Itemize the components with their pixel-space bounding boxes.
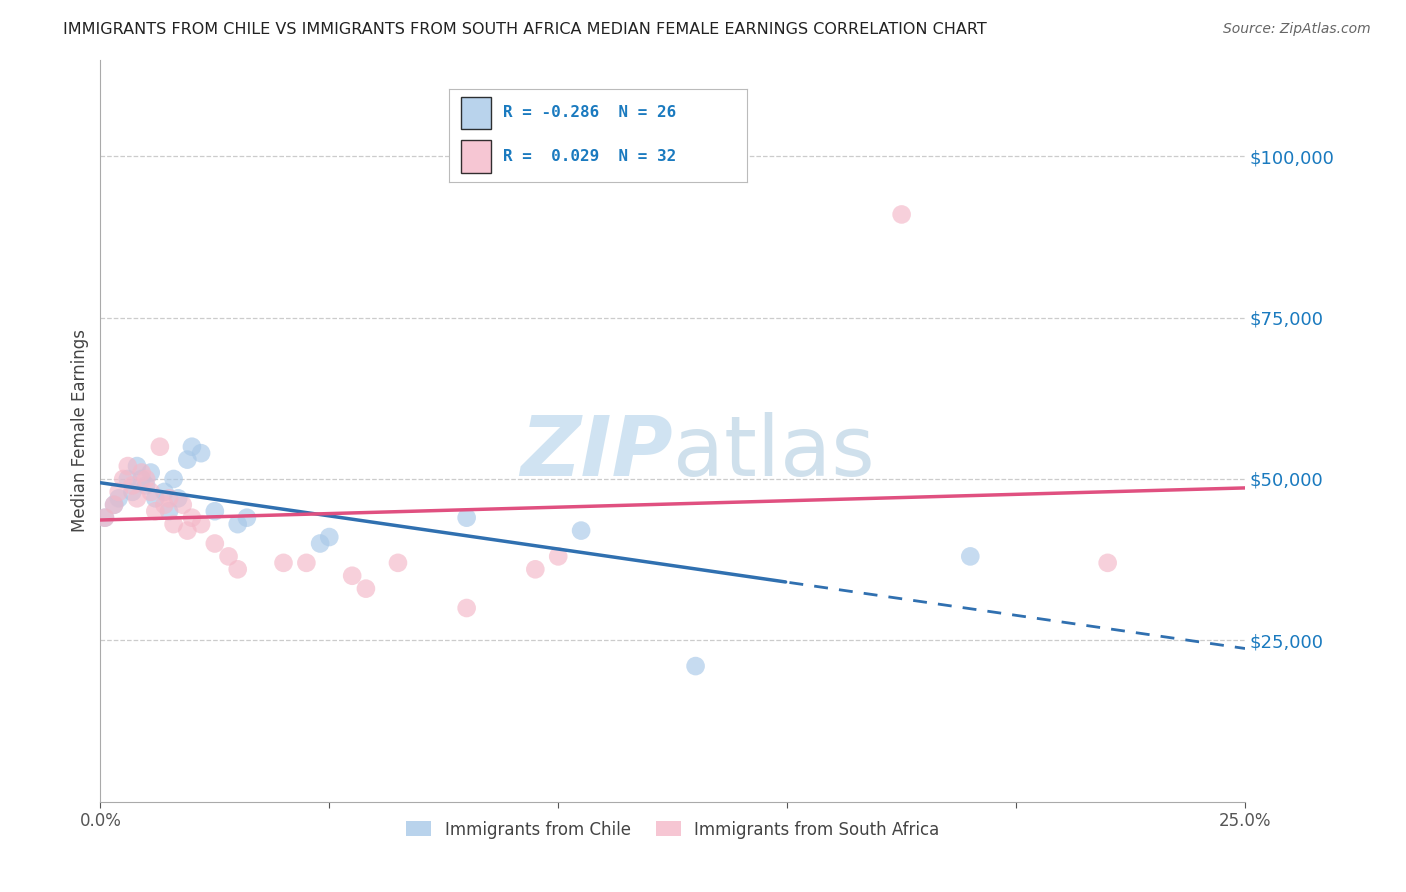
Point bbox=[139, 484, 162, 499]
Point bbox=[226, 562, 249, 576]
Point bbox=[1097, 556, 1119, 570]
Y-axis label: Median Female Earnings: Median Female Earnings bbox=[72, 329, 89, 533]
Point bbox=[176, 524, 198, 538]
Point bbox=[153, 498, 176, 512]
Point bbox=[117, 459, 139, 474]
Point bbox=[162, 517, 184, 532]
Point bbox=[456, 510, 478, 524]
Point bbox=[273, 556, 295, 570]
Point bbox=[354, 582, 377, 596]
Point bbox=[143, 491, 166, 506]
Point bbox=[121, 484, 143, 499]
Point bbox=[176, 452, 198, 467]
Text: Source: ZipAtlas.com: Source: ZipAtlas.com bbox=[1223, 22, 1371, 37]
Point bbox=[125, 459, 148, 474]
Point bbox=[685, 659, 707, 673]
Point bbox=[204, 536, 226, 550]
Point bbox=[226, 517, 249, 532]
Point bbox=[94, 510, 117, 524]
Point bbox=[181, 440, 204, 454]
Text: atlas: atlas bbox=[672, 412, 875, 493]
Point bbox=[204, 504, 226, 518]
Point bbox=[190, 517, 212, 532]
Point bbox=[340, 568, 363, 582]
Text: IMMIGRANTS FROM CHILE VS IMMIGRANTS FROM SOUTH AFRICA MEDIAN FEMALE EARNINGS COR: IMMIGRANTS FROM CHILE VS IMMIGRANTS FROM… bbox=[63, 22, 987, 37]
Point bbox=[103, 498, 125, 512]
Point bbox=[125, 491, 148, 506]
Point bbox=[157, 491, 180, 506]
Point bbox=[135, 472, 157, 486]
Point bbox=[107, 484, 129, 499]
Point bbox=[181, 510, 204, 524]
Point bbox=[318, 530, 340, 544]
Point bbox=[121, 478, 143, 492]
Point bbox=[959, 549, 981, 564]
Point bbox=[131, 466, 153, 480]
Point bbox=[387, 556, 409, 570]
Point bbox=[890, 207, 912, 221]
Point bbox=[218, 549, 240, 564]
Point bbox=[131, 472, 153, 486]
Point bbox=[456, 601, 478, 615]
Point bbox=[94, 510, 117, 524]
Point bbox=[149, 440, 172, 454]
Point bbox=[107, 491, 129, 506]
Point bbox=[236, 510, 259, 524]
Point bbox=[569, 524, 592, 538]
Point bbox=[143, 504, 166, 518]
Point bbox=[190, 446, 212, 460]
Point bbox=[112, 472, 135, 486]
Text: ZIP: ZIP bbox=[520, 412, 672, 493]
Point bbox=[547, 549, 569, 564]
Legend: Immigrants from Chile, Immigrants from South Africa: Immigrants from Chile, Immigrants from S… bbox=[399, 814, 946, 846]
Point bbox=[295, 556, 318, 570]
Point bbox=[103, 498, 125, 512]
Point bbox=[309, 536, 332, 550]
Point bbox=[162, 472, 184, 486]
Point bbox=[153, 484, 176, 499]
Point bbox=[135, 478, 157, 492]
Point bbox=[524, 562, 547, 576]
Point bbox=[172, 498, 194, 512]
Point bbox=[117, 472, 139, 486]
Point bbox=[167, 491, 190, 506]
Point bbox=[139, 466, 162, 480]
Point bbox=[157, 504, 180, 518]
